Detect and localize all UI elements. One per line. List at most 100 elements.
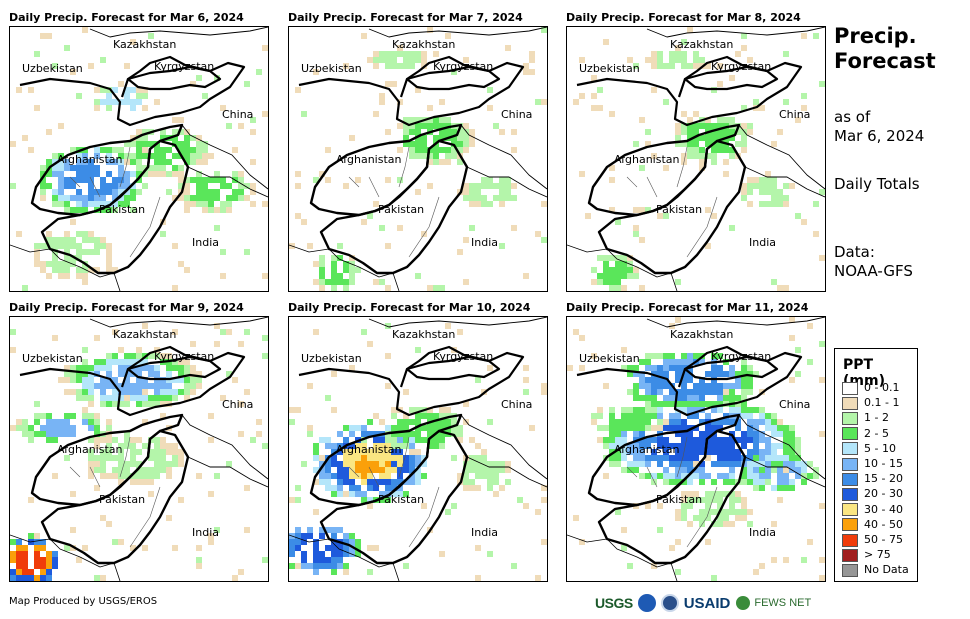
precip-cell xyxy=(735,129,741,135)
precip-cell xyxy=(367,497,373,503)
precip-cell xyxy=(172,449,178,455)
precip-cell xyxy=(741,431,747,437)
precip-cell xyxy=(481,201,487,207)
precip-cell xyxy=(753,425,759,431)
precip-cell xyxy=(349,135,355,141)
precip-cell xyxy=(148,165,154,171)
border-central-asia xyxy=(576,55,803,127)
precip-cell xyxy=(94,455,100,461)
precip-cell xyxy=(343,455,349,461)
precip-cell xyxy=(633,407,639,413)
precip-cell xyxy=(82,389,88,395)
label-uzbekistan: Uzbekistan xyxy=(579,62,640,75)
precip-cell xyxy=(220,329,226,335)
precip-cell xyxy=(232,189,238,195)
precip-cell xyxy=(747,365,753,371)
precip-cell xyxy=(22,135,28,141)
precip-cell xyxy=(154,461,160,467)
precip-cell xyxy=(729,153,735,159)
precip-cell xyxy=(687,449,693,455)
precip-cell xyxy=(220,177,226,183)
precip-cell xyxy=(723,461,729,467)
precip-cell xyxy=(747,129,753,135)
precip-cell xyxy=(142,473,148,479)
precip-cell xyxy=(88,467,94,473)
precip-cell xyxy=(208,201,214,207)
precip-cell xyxy=(645,419,651,425)
precip-cell xyxy=(759,563,765,569)
precip-cell xyxy=(262,443,268,449)
precip-cell xyxy=(166,473,172,479)
precip-cell xyxy=(391,491,397,497)
precip-cell xyxy=(331,449,337,455)
precip-cell xyxy=(70,207,76,213)
precip-cell xyxy=(693,443,699,449)
legend-swatch xyxy=(842,548,858,562)
precip-cell xyxy=(178,171,184,177)
precip-cell xyxy=(427,123,433,129)
precip-cell xyxy=(112,207,118,213)
precip-cell xyxy=(397,437,403,443)
precip-cell xyxy=(349,449,355,455)
precip-cell xyxy=(160,353,166,359)
precip-cell xyxy=(118,383,124,389)
precip-cell xyxy=(687,461,693,467)
precip-cell xyxy=(76,171,82,177)
precip-cell xyxy=(651,365,657,371)
precip-cell xyxy=(705,63,711,69)
precip-cell xyxy=(397,443,403,449)
precip-cell xyxy=(633,443,639,449)
precip-cell xyxy=(615,273,621,279)
precip-cell xyxy=(717,63,723,69)
precip-cell xyxy=(82,27,88,33)
precip-cell xyxy=(361,497,367,503)
precip-cell xyxy=(154,159,160,165)
precip-cell xyxy=(190,195,196,201)
precip-cell xyxy=(523,365,529,371)
precip-cell xyxy=(475,201,481,207)
precip-cell xyxy=(609,449,615,455)
precip-cell xyxy=(208,533,214,539)
precip-cell xyxy=(100,365,106,371)
precip-cell xyxy=(10,575,16,581)
precip-cell xyxy=(238,183,244,189)
precip-cell xyxy=(705,503,711,509)
precip-cell xyxy=(591,93,597,99)
precip-cell xyxy=(747,413,753,419)
precip-cell xyxy=(178,183,184,189)
precip-cell xyxy=(499,243,505,249)
precip-cell xyxy=(52,159,58,165)
precip-cell xyxy=(343,545,349,551)
precip-cell xyxy=(130,449,136,455)
precip-cell xyxy=(523,273,529,279)
precip-cell xyxy=(663,359,669,365)
precip-cell xyxy=(130,105,136,111)
precip-cell xyxy=(675,51,681,57)
precip-cell xyxy=(343,467,349,473)
precip-cell xyxy=(232,377,238,383)
precip-cell xyxy=(463,141,469,147)
precip-cell xyxy=(70,371,76,377)
precip-cell xyxy=(615,419,621,425)
precip-cell xyxy=(136,159,142,165)
precip-cell xyxy=(753,455,759,461)
precip-cell xyxy=(427,425,433,431)
precip-cell xyxy=(64,249,70,255)
precip-cell xyxy=(463,135,469,141)
precip-cell xyxy=(687,117,693,123)
precip-cell xyxy=(94,99,100,105)
precip-cell xyxy=(160,449,166,455)
precip-cell xyxy=(535,509,541,515)
precip-cell xyxy=(208,491,214,497)
precip-cell xyxy=(178,377,184,383)
precip-cell xyxy=(70,183,76,189)
legend-swatch xyxy=(842,411,858,425)
precip-cell xyxy=(693,455,699,461)
precip-cell xyxy=(106,147,112,153)
precip-cell xyxy=(681,123,687,129)
precip-cell xyxy=(669,389,675,395)
precip-cell xyxy=(70,219,76,225)
precip-layer xyxy=(10,27,268,291)
precip-cell xyxy=(208,437,214,443)
precip-cell xyxy=(687,431,693,437)
